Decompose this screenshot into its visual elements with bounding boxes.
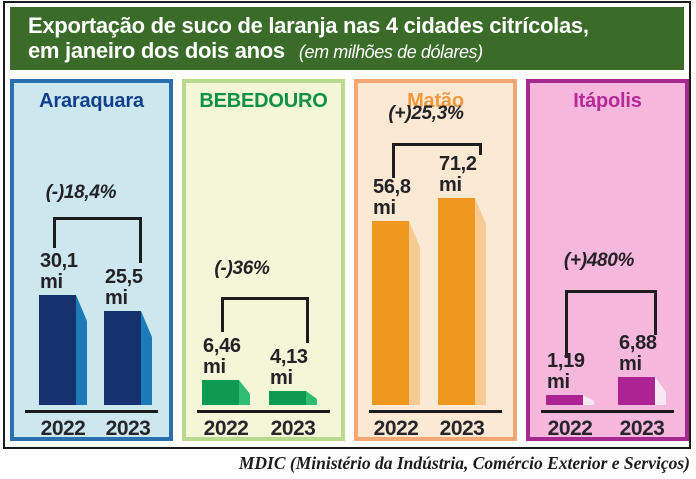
change-percent-label: (-)18,4% bbox=[45, 182, 117, 203]
change-percent-label: (-)36% bbox=[214, 258, 270, 279]
year-label-2023: 2023 bbox=[439, 417, 485, 440]
year-label-2022: 2022 bbox=[547, 417, 593, 440]
bar-value-label: 4,13 mi bbox=[270, 346, 308, 389]
comparison-bracket bbox=[565, 290, 657, 293]
bar-3d-side bbox=[141, 311, 152, 405]
year-label-2023: 2023 bbox=[270, 417, 316, 440]
unit-label: mi bbox=[40, 271, 63, 293]
page-title-line2: em janeiro dos dois anos (em milhões de d… bbox=[28, 37, 684, 64]
bar-2022-rect bbox=[372, 221, 409, 405]
page-title-line1: Exportação de suco de laranja nas 4 cida… bbox=[28, 13, 589, 38]
bracket-left-leg bbox=[53, 217, 56, 248]
bar-value-label: 1,19 mi bbox=[547, 350, 585, 393]
bar-value-label: 71,2 mi bbox=[439, 153, 477, 196]
year-label-2022: 2022 bbox=[40, 417, 86, 440]
bar-value-label: 56,8 mi bbox=[373, 176, 411, 219]
panel-title: BEBEDOURO bbox=[199, 90, 328, 112]
city-panel-bebedouro: BEBEDOURO (-)36% 6,46 mi 4,13 mi 2022 2023 bbox=[182, 79, 345, 441]
baseline bbox=[369, 410, 502, 413]
comparison-bracket bbox=[392, 143, 482, 146]
bar-2022-rect bbox=[39, 295, 76, 405]
bracket-left-leg bbox=[565, 290, 568, 358]
header-bar: Exportação de suco de laranja nas 4 cida… bbox=[10, 7, 684, 70]
bar-3d-side bbox=[409, 221, 420, 405]
bar-value-label: 6,88 mi bbox=[619, 332, 657, 375]
year-label-2023: 2023 bbox=[105, 417, 151, 440]
bar-3d-side bbox=[239, 380, 250, 405]
bar-2022-rect bbox=[546, 395, 583, 405]
bracket-left-leg bbox=[392, 143, 395, 178]
comparison-bracket bbox=[221, 297, 309, 300]
year-label-2023: 2023 bbox=[619, 417, 665, 440]
bar-2023-rect bbox=[438, 198, 475, 405]
panel-title: Matão bbox=[407, 90, 464, 112]
bracket-right-leg bbox=[306, 297, 309, 343]
bar-3d-side bbox=[76, 295, 87, 405]
baseline bbox=[197, 410, 330, 413]
change-percent-label: (+)480% bbox=[563, 250, 635, 271]
panel-title: Araraquara bbox=[39, 90, 144, 112]
unit-note: (em milhões de dólares) bbox=[298, 41, 483, 62]
change-percent-label: (+)25,3% bbox=[388, 103, 464, 124]
unit-label: mi bbox=[270, 367, 293, 389]
bar-2022-rect bbox=[202, 380, 239, 405]
panel-title: Itápolis bbox=[573, 90, 642, 112]
bar-value-label: 25,5 mi bbox=[105, 266, 143, 309]
city-panel-matao: Matão (+)25,3% 56,8 mi 71,2 mi 2022 2023 bbox=[354, 79, 517, 441]
baseline bbox=[25, 410, 158, 413]
page-title-line2-bold: em janeiro dos dois anos bbox=[28, 37, 285, 63]
unit-label: mi bbox=[373, 197, 396, 219]
year-label-2022: 2022 bbox=[203, 417, 249, 440]
unit-label: mi bbox=[619, 353, 642, 375]
unit-label: mi bbox=[203, 356, 226, 378]
bar-3d-side bbox=[475, 198, 486, 405]
source-credit: MDIC (Ministério da Indústria, Comércio … bbox=[238, 453, 690, 473]
baseline bbox=[541, 410, 674, 413]
city-panel-itapolis: Itápolis (+)480% 1,19 mi 6,88 mi 2022 2023 bbox=[526, 79, 689, 441]
bar-2023-rect bbox=[269, 391, 306, 405]
bracket-left-leg bbox=[221, 297, 224, 332]
bar-3d-side bbox=[306, 391, 317, 405]
bar-2023-rect bbox=[618, 377, 655, 405]
bar-3d-side bbox=[655, 377, 666, 405]
year-label-2022: 2022 bbox=[373, 417, 419, 440]
bracket-right-leg bbox=[654, 290, 657, 335]
unit-label: mi bbox=[105, 287, 128, 309]
outer-frame: Exportação de suco de laranja nas 4 cida… bbox=[3, 1, 691, 449]
unit-label: mi bbox=[547, 371, 570, 393]
city-panel-araraquara: Araraquara (-)18,4% 30,1 mi 25,5 mi 2022 2 bbox=[10, 79, 173, 441]
city-panels-row: Araraquara (-)18,4% 30,1 mi 25,5 mi 2022 2 bbox=[10, 79, 689, 441]
unit-label: mi bbox=[439, 174, 462, 196]
bar-value-label: 6,46 mi bbox=[203, 335, 241, 378]
bar-2023-rect bbox=[104, 311, 141, 405]
bar-value-label: 30,1 mi bbox=[40, 250, 78, 293]
bracket-right-leg bbox=[479, 143, 482, 155]
bracket-right-leg bbox=[139, 217, 142, 263]
comparison-bracket bbox=[53, 217, 142, 220]
bar-3d-side bbox=[583, 395, 594, 405]
